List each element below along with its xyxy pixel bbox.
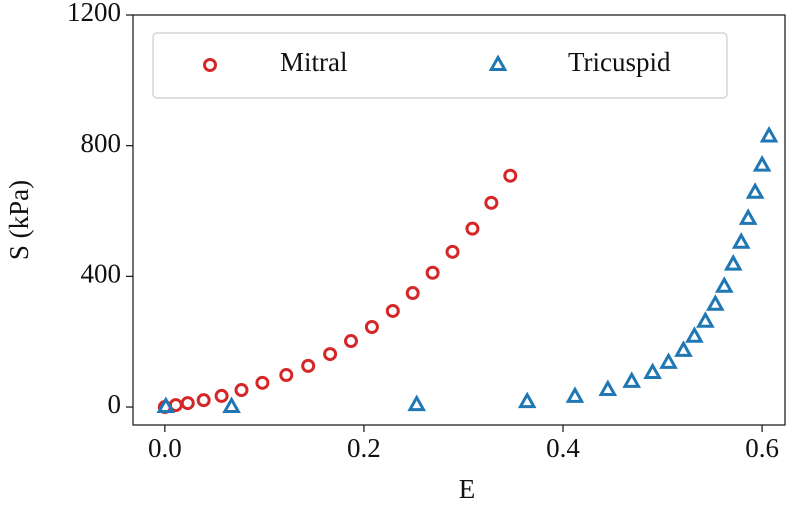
x-axis-label: E bbox=[459, 474, 476, 504]
circle-marker bbox=[503, 168, 518, 183]
legend-marker bbox=[203, 58, 217, 72]
y-tick-label: 0 bbox=[108, 389, 122, 419]
triangle-marker bbox=[738, 208, 758, 225]
triangle-marker bbox=[745, 182, 765, 199]
triangle-marker bbox=[696, 311, 715, 328]
x-tick-label: 0.6 bbox=[745, 433, 779, 463]
circle-marker bbox=[214, 388, 229, 403]
triangle-marker bbox=[622, 371, 642, 388]
circle-marker bbox=[484, 195, 499, 210]
triangle-marker bbox=[517, 391, 537, 409]
circle-marker bbox=[465, 221, 480, 236]
triangle-marker bbox=[643, 362, 662, 380]
triangle-marker bbox=[759, 125, 779, 143]
y-tick-label: 800 bbox=[81, 128, 122, 158]
triangle-marker bbox=[752, 155, 772, 172]
circle-marker bbox=[234, 383, 249, 398]
x-tick-label: 0.2 bbox=[347, 433, 381, 463]
circle-marker bbox=[385, 303, 400, 318]
y-tick-label: 1200 bbox=[67, 0, 121, 27]
triangle-marker bbox=[685, 326, 704, 343]
plot-frame bbox=[132, 14, 786, 426]
circle-marker bbox=[323, 347, 338, 362]
triangle-marker bbox=[706, 294, 725, 311]
triangle-marker bbox=[222, 396, 241, 414]
legend-label: Tricuspid bbox=[568, 47, 671, 77]
circle-marker bbox=[180, 396, 195, 411]
circle-marker bbox=[364, 319, 379, 334]
y-tick-label: 400 bbox=[81, 259, 122, 289]
triangle-marker bbox=[156, 396, 176, 414]
triangle-marker bbox=[714, 276, 734, 293]
legend-label: Mitral bbox=[280, 47, 348, 77]
triangle-marker bbox=[731, 232, 751, 249]
y-axis-label: S (kPa) bbox=[4, 180, 34, 260]
triangle-marker bbox=[659, 352, 678, 369]
circle-marker bbox=[425, 265, 440, 280]
circle-marker bbox=[255, 375, 270, 390]
x-tick-label: 0.0 bbox=[148, 433, 182, 463]
triangle-marker bbox=[598, 379, 618, 397]
x-tick-label: 0.4 bbox=[546, 433, 580, 463]
triangle-marker bbox=[407, 394, 427, 412]
circle-marker bbox=[445, 244, 460, 259]
legend-box bbox=[152, 32, 728, 99]
circle-marker bbox=[196, 393, 211, 408]
circle-marker bbox=[405, 286, 420, 301]
triangle-marker bbox=[723, 254, 743, 271]
circle-marker bbox=[301, 358, 316, 373]
triangle-marker bbox=[565, 386, 585, 403]
circle-marker bbox=[343, 334, 358, 349]
legend-marker bbox=[488, 54, 508, 71]
triangle-marker bbox=[674, 340, 693, 357]
circle-marker bbox=[279, 368, 294, 383]
